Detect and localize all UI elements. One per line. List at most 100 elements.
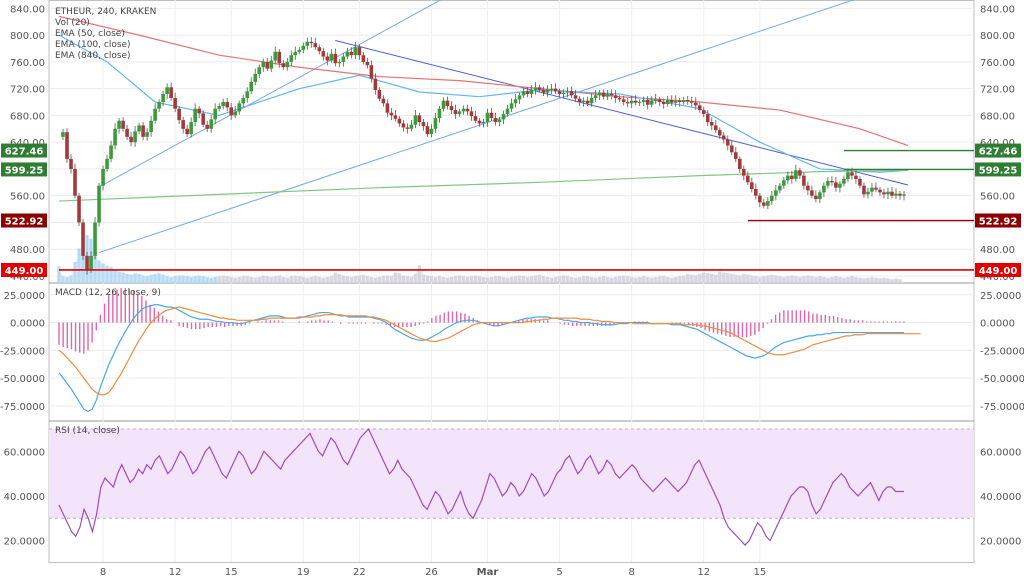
candle-body (429, 128, 434, 135)
candle-body (854, 175, 858, 179)
candle-body (605, 93, 610, 97)
price-y-tick-right: 480.00 (980, 245, 1015, 256)
candle-body (517, 95, 522, 100)
candle-body (69, 158, 73, 169)
level-label-left-bg (1, 213, 47, 228)
candle-body (557, 91, 562, 94)
candle-body (81, 222, 85, 256)
candle-body (325, 56, 330, 61)
candle-body (197, 108, 201, 114)
candle-body (842, 178, 846, 184)
candle-body (373, 78, 378, 90)
price-y-tick-right: 560.00 (980, 192, 1015, 203)
price-y-tick-right: 440.00 (980, 272, 1015, 283)
candle-body (818, 192, 822, 200)
candle-body (790, 175, 794, 179)
candle-body (529, 89, 534, 94)
candle-body (397, 118, 402, 124)
candle-body (545, 89, 550, 93)
level-label-left: 627.46 (5, 147, 44, 158)
candle-body (709, 122, 714, 126)
candle-body (533, 87, 538, 90)
candle-body (101, 168, 105, 186)
x-tick-label: Mar (477, 567, 499, 578)
candle-body (361, 55, 366, 62)
candle-body (742, 168, 746, 176)
candle-body (393, 115, 398, 119)
ema-line (58, 15, 909, 147)
price-y-tick-left: 560.00 (10, 192, 45, 203)
candle-body (613, 95, 618, 99)
x-tick-label: 19 (297, 567, 310, 578)
candle-body (125, 128, 129, 137)
candle-body (165, 87, 169, 94)
level-label-left-bg (1, 143, 47, 158)
candle-body (621, 99, 626, 103)
price-y-tick-left: 440.00 (10, 272, 45, 283)
candle-body (886, 191, 890, 195)
indicator-legend: EMA (50, close) (55, 29, 125, 39)
candle-body (173, 98, 177, 109)
candle-body (329, 53, 334, 61)
candle-body (489, 112, 494, 119)
candle-body (633, 100, 638, 103)
candle-body (681, 100, 686, 103)
candle-body (541, 89, 546, 93)
macd-y-tick-left: 0.0000 (10, 319, 45, 330)
candle-body (273, 51, 278, 61)
candle-body (649, 100, 654, 105)
candle-body (826, 180, 830, 186)
candle-body (850, 172, 854, 176)
candle-body (866, 191, 870, 195)
plot-frame (48, 0, 975, 563)
candle-body (85, 255, 89, 270)
candle-body (493, 118, 498, 123)
x-tick-label: 15 (225, 567, 238, 578)
candle-body (794, 170, 798, 179)
candle-body (810, 190, 814, 196)
candle-body (249, 81, 254, 92)
candle-body (353, 47, 358, 56)
price-y-tick-right: 760.00 (980, 58, 1015, 69)
price-y-tick-right: 800.00 (980, 31, 1015, 42)
candle-body (846, 172, 850, 179)
candle-body (133, 131, 137, 143)
candle-body (641, 100, 646, 103)
x-tick-label: 12 (169, 567, 182, 578)
candle-body (593, 95, 598, 99)
ema-line (58, 34, 909, 173)
candle-body (653, 99, 658, 101)
candle-body (573, 95, 578, 99)
candle-body (734, 152, 738, 159)
candle-body (477, 120, 482, 124)
candle-body (697, 105, 702, 111)
candle-body (209, 119, 213, 129)
candle-body (97, 185, 101, 223)
candle-body (862, 185, 866, 195)
candle-body (814, 195, 818, 200)
candle-body (149, 120, 153, 133)
candle-body (385, 103, 390, 113)
candle-body (189, 122, 193, 135)
candle-body (601, 92, 606, 97)
candle-body (109, 145, 113, 159)
candle-body (661, 102, 666, 105)
candle-body (89, 255, 93, 270)
candle-body (217, 106, 221, 109)
candle-body (381, 98, 386, 104)
candle-body (878, 189, 882, 193)
level-label-right-bg (975, 162, 1021, 177)
macd-signal-line (58, 306, 921, 396)
candle-body (369, 65, 374, 79)
candle-body (473, 116, 478, 121)
candle-body (113, 128, 117, 146)
macd-y-tick-left: -50.0000 (0, 374, 45, 385)
candle-body (121, 120, 125, 129)
candle-body (417, 115, 422, 123)
candle-body (241, 98, 246, 104)
price-y-tick-left: 680.00 (10, 111, 45, 122)
candle-body (637, 102, 642, 104)
candle-body (129, 136, 133, 143)
